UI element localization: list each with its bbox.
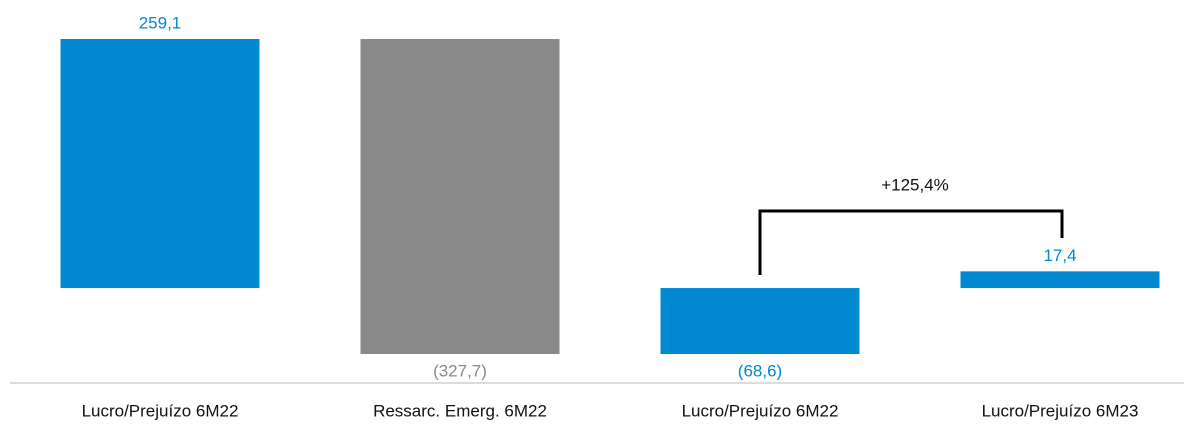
value-label: 259,1	[139, 13, 182, 32]
change-bracket	[758, 209, 1064, 275]
x-tick-label: Lucro/Prejuízo 6M22	[82, 401, 239, 420]
bar	[960, 271, 1160, 289]
annotation: +125,4%	[881, 175, 949, 194]
x-tick-label: Lucro/Prejuízo 6M23	[982, 401, 1139, 420]
bar	[60, 39, 260, 289]
bar	[660, 288, 860, 354]
bar	[360, 39, 560, 354]
value-label: 17,4	[1043, 246, 1076, 265]
x-tick-label: Ressarc. Emerg. 6M22	[373, 401, 547, 420]
x-tick-label: Lucro/Prejuízo 6M22	[682, 401, 839, 420]
value-label: (327,7)	[433, 361, 487, 380]
value-label: (68,6)	[738, 361, 782, 380]
